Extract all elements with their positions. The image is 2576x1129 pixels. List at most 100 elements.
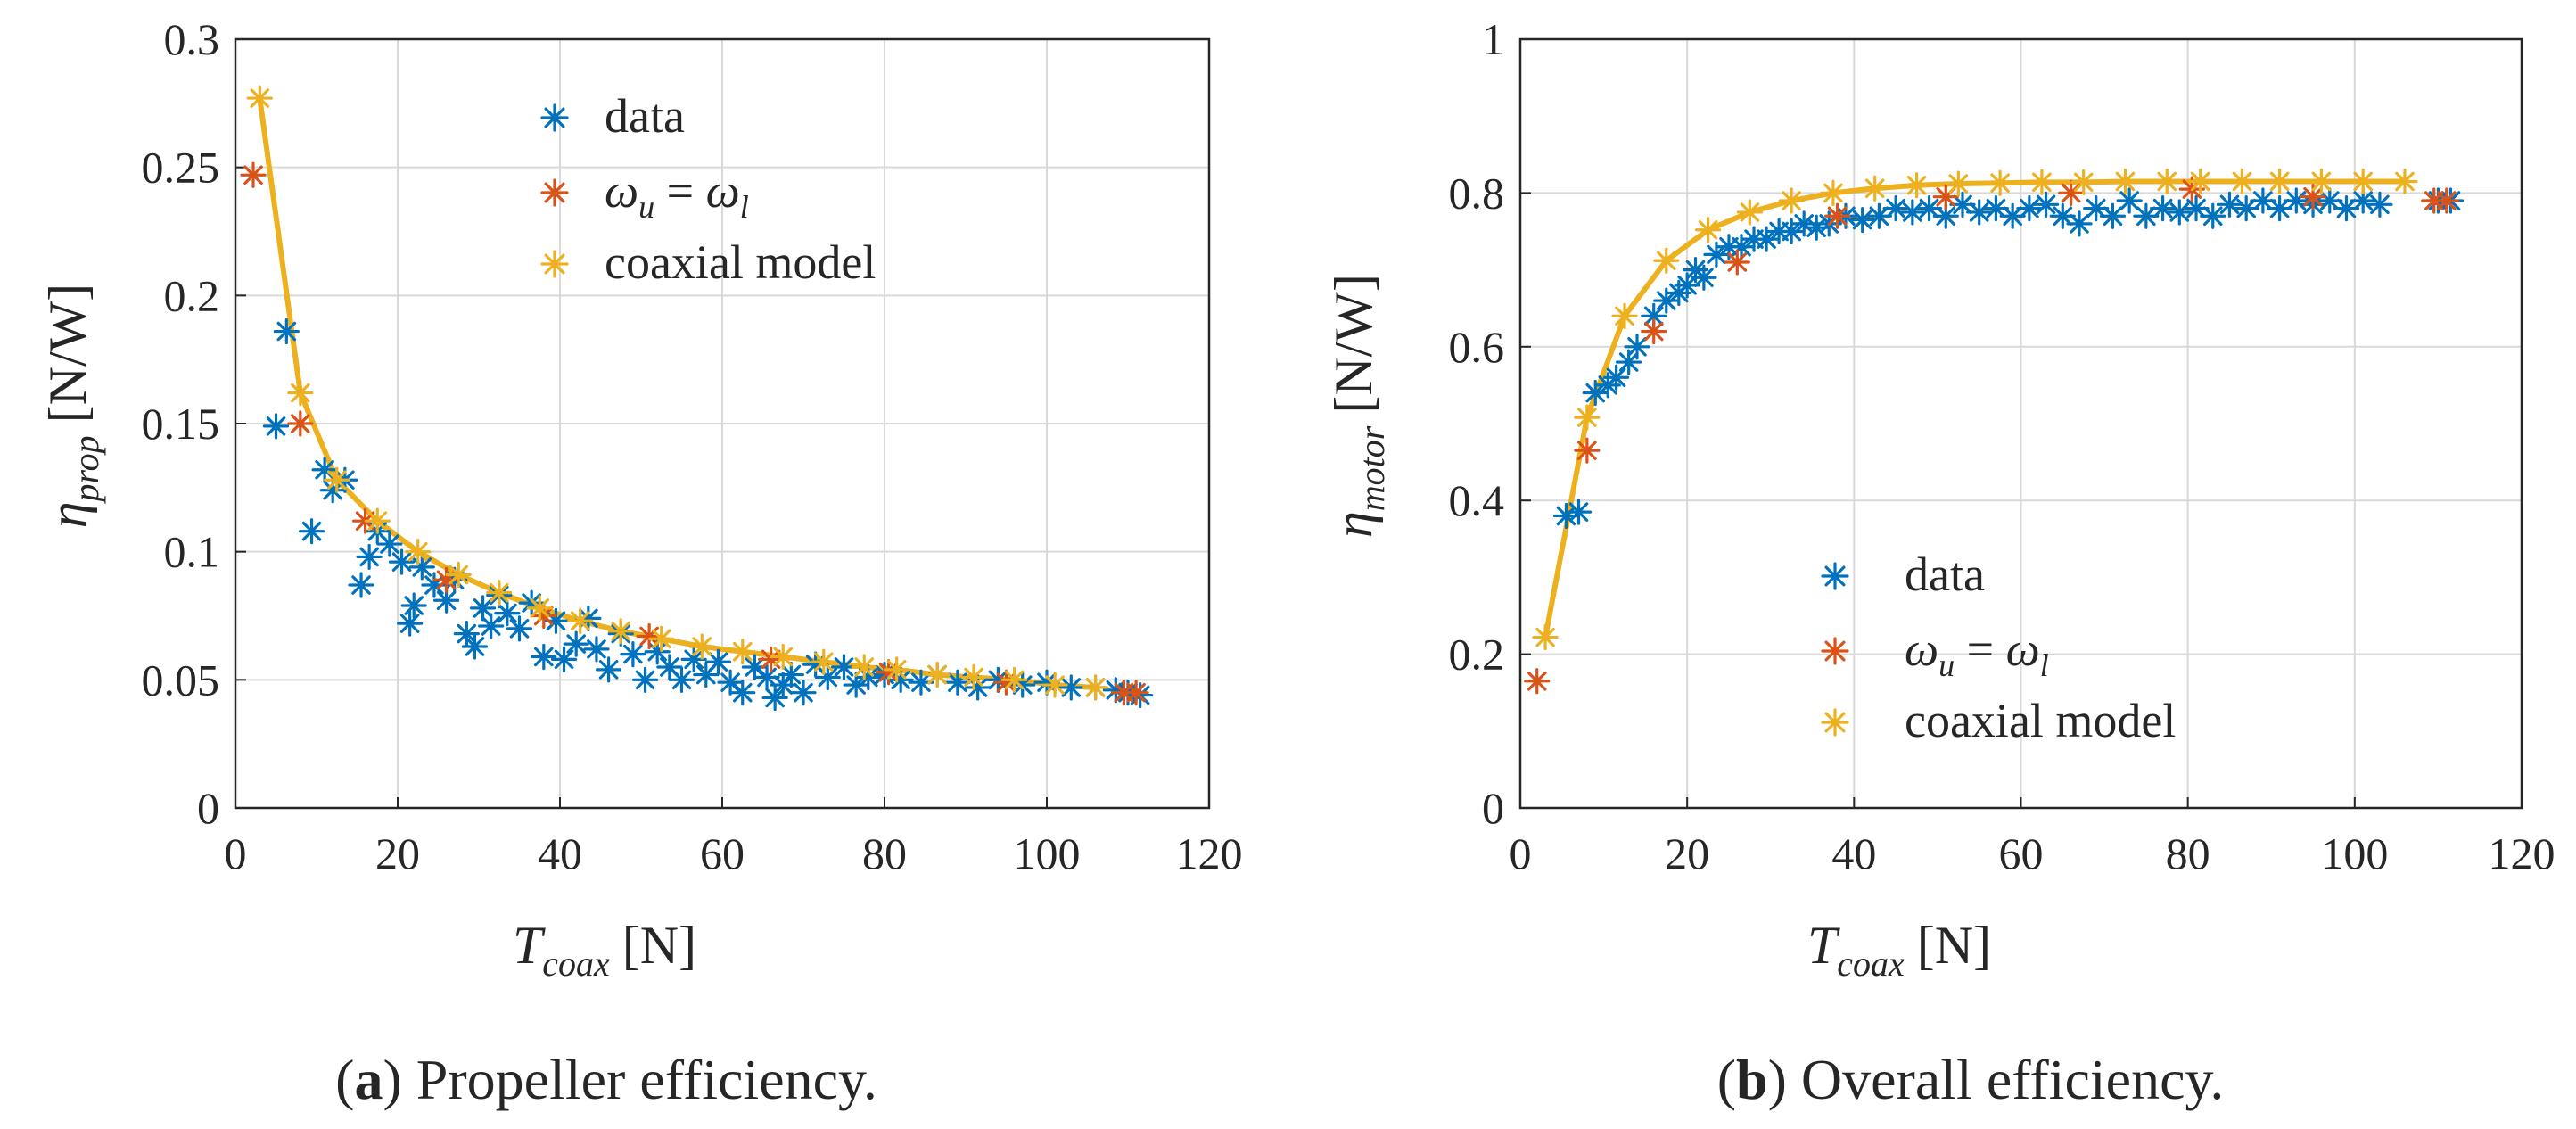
legend-a: data ωu = ωl coaxial model xyxy=(540,89,876,289)
data-point xyxy=(2133,202,2160,229)
model-point xyxy=(1574,404,1601,431)
caption-b-text: Overall efficiency. xyxy=(1787,1048,2224,1111)
equal-speed-point xyxy=(1641,317,1667,345)
subscript-u-b: u xyxy=(1938,647,1955,683)
data-point xyxy=(388,548,416,575)
y-tick-label: 0.25 xyxy=(142,143,220,193)
data-point xyxy=(478,613,505,639)
model-point xyxy=(445,561,472,589)
model-point xyxy=(729,639,756,665)
x-tick-label: 100 xyxy=(2321,828,2388,878)
y-axis-label-b: ηmotor [N/W] xyxy=(1324,274,1392,538)
model-point xyxy=(2391,168,2418,195)
model-point xyxy=(1778,187,1805,214)
data-point xyxy=(273,317,300,345)
t-symbol-b: T xyxy=(1807,916,1840,975)
legend-label-equal-speed-a: ωu = ωl xyxy=(605,164,749,225)
x-tick-label: 0 xyxy=(1510,828,1532,878)
data-point xyxy=(348,572,374,598)
model-point xyxy=(811,648,837,675)
x-axis-unit-b: [N] xyxy=(1917,916,1991,975)
data-point xyxy=(356,543,383,571)
x-axis-unit-a: [N] xyxy=(622,916,696,975)
legend-marker-equal-speed-a xyxy=(540,178,569,207)
data-point xyxy=(2032,191,2060,218)
equal-speed-point xyxy=(1574,437,1601,464)
x-tick-label: 80 xyxy=(862,828,907,878)
model-point xyxy=(960,663,987,691)
data-point xyxy=(1790,210,1817,237)
data-point xyxy=(2016,195,2043,222)
t-symbol-a: T xyxy=(513,916,546,975)
model-point xyxy=(1820,179,1847,206)
y-axis-unit-a: [N/W] xyxy=(38,284,97,424)
legend-label-model-b: coaxial model xyxy=(1905,694,2176,747)
caption-a: (a) Propeller efficiency. xyxy=(335,1048,877,1111)
model-point xyxy=(1611,302,1638,329)
data-point xyxy=(2149,195,2177,222)
data-point xyxy=(704,648,732,675)
model-point xyxy=(1041,672,1068,698)
model-curve-b xyxy=(1543,178,2405,639)
x-tick-label: 80 xyxy=(2166,828,2210,878)
omega-l: ω xyxy=(706,164,740,218)
data-point xyxy=(1966,199,1993,226)
data-point xyxy=(2066,210,2093,237)
omega-u: ω xyxy=(605,164,638,218)
x-tick-label: 0 xyxy=(225,828,247,878)
y-tick-label: 0.05 xyxy=(142,655,220,705)
t-subscript-coax-b: coax xyxy=(1837,944,1905,984)
legend-b: data ωu = ωl coaxial model xyxy=(1821,548,2176,747)
model-point xyxy=(1903,172,1930,199)
data-point xyxy=(1603,364,1630,391)
model-point xyxy=(1736,199,1763,226)
model-point xyxy=(1945,170,1971,197)
model-point xyxy=(607,618,634,645)
model-point xyxy=(851,654,877,680)
model-point-legend xyxy=(540,250,569,278)
model-point xyxy=(1987,169,2013,196)
data-point xyxy=(563,630,589,657)
model-point xyxy=(2228,168,2256,195)
data-point xyxy=(595,656,622,683)
subscript-l-b: l xyxy=(2040,647,2049,683)
markers-b xyxy=(1524,168,2465,695)
data-point xyxy=(1624,334,1650,360)
legend-marker-model-a xyxy=(540,250,569,278)
eta-subscript-prop: prop xyxy=(66,435,106,504)
data-point xyxy=(814,663,841,691)
equal-speed-point-legend xyxy=(1821,637,1849,665)
model-point xyxy=(246,85,273,111)
x-tick-label: 100 xyxy=(1014,828,1081,878)
data-point xyxy=(262,413,290,440)
data-point xyxy=(453,621,480,647)
x-tick-label: 60 xyxy=(700,828,745,878)
model-point xyxy=(1000,666,1028,693)
data-point xyxy=(550,646,578,672)
panel-b-overall-efficiency: 0 20 40 60 80 100 120 0 0.2 0.4 0.6 0.8 1 ηmotor [N/W… xyxy=(1324,14,2555,1111)
data-point xyxy=(729,680,756,706)
equal-speed-point xyxy=(2433,187,2460,214)
data-point xyxy=(2216,191,2243,218)
data-point xyxy=(2116,187,2143,214)
data-point-legend xyxy=(540,103,569,132)
model-point xyxy=(324,466,350,493)
model-point xyxy=(2187,168,2214,195)
model-point xyxy=(2350,168,2376,195)
legend-marker-equal-speed-b xyxy=(1821,637,1849,665)
y-tick-label: 0.4 xyxy=(1449,475,1505,525)
data-point xyxy=(620,640,646,668)
equal-speed-point xyxy=(1524,668,1551,695)
model-curve-line xyxy=(1543,178,2405,639)
grid-b xyxy=(1519,38,2523,809)
eta-symbol: η xyxy=(38,501,97,528)
y-tick-label: 0.2 xyxy=(164,270,220,320)
model-point xyxy=(884,656,910,683)
data-point xyxy=(469,595,497,622)
x-tick-label: 20 xyxy=(375,828,420,878)
equal-speed-point-legend xyxy=(540,178,569,207)
model-point xyxy=(287,379,314,407)
data-point xyxy=(1691,264,1717,291)
data-point xyxy=(631,666,659,693)
model-point xyxy=(1532,624,1559,651)
